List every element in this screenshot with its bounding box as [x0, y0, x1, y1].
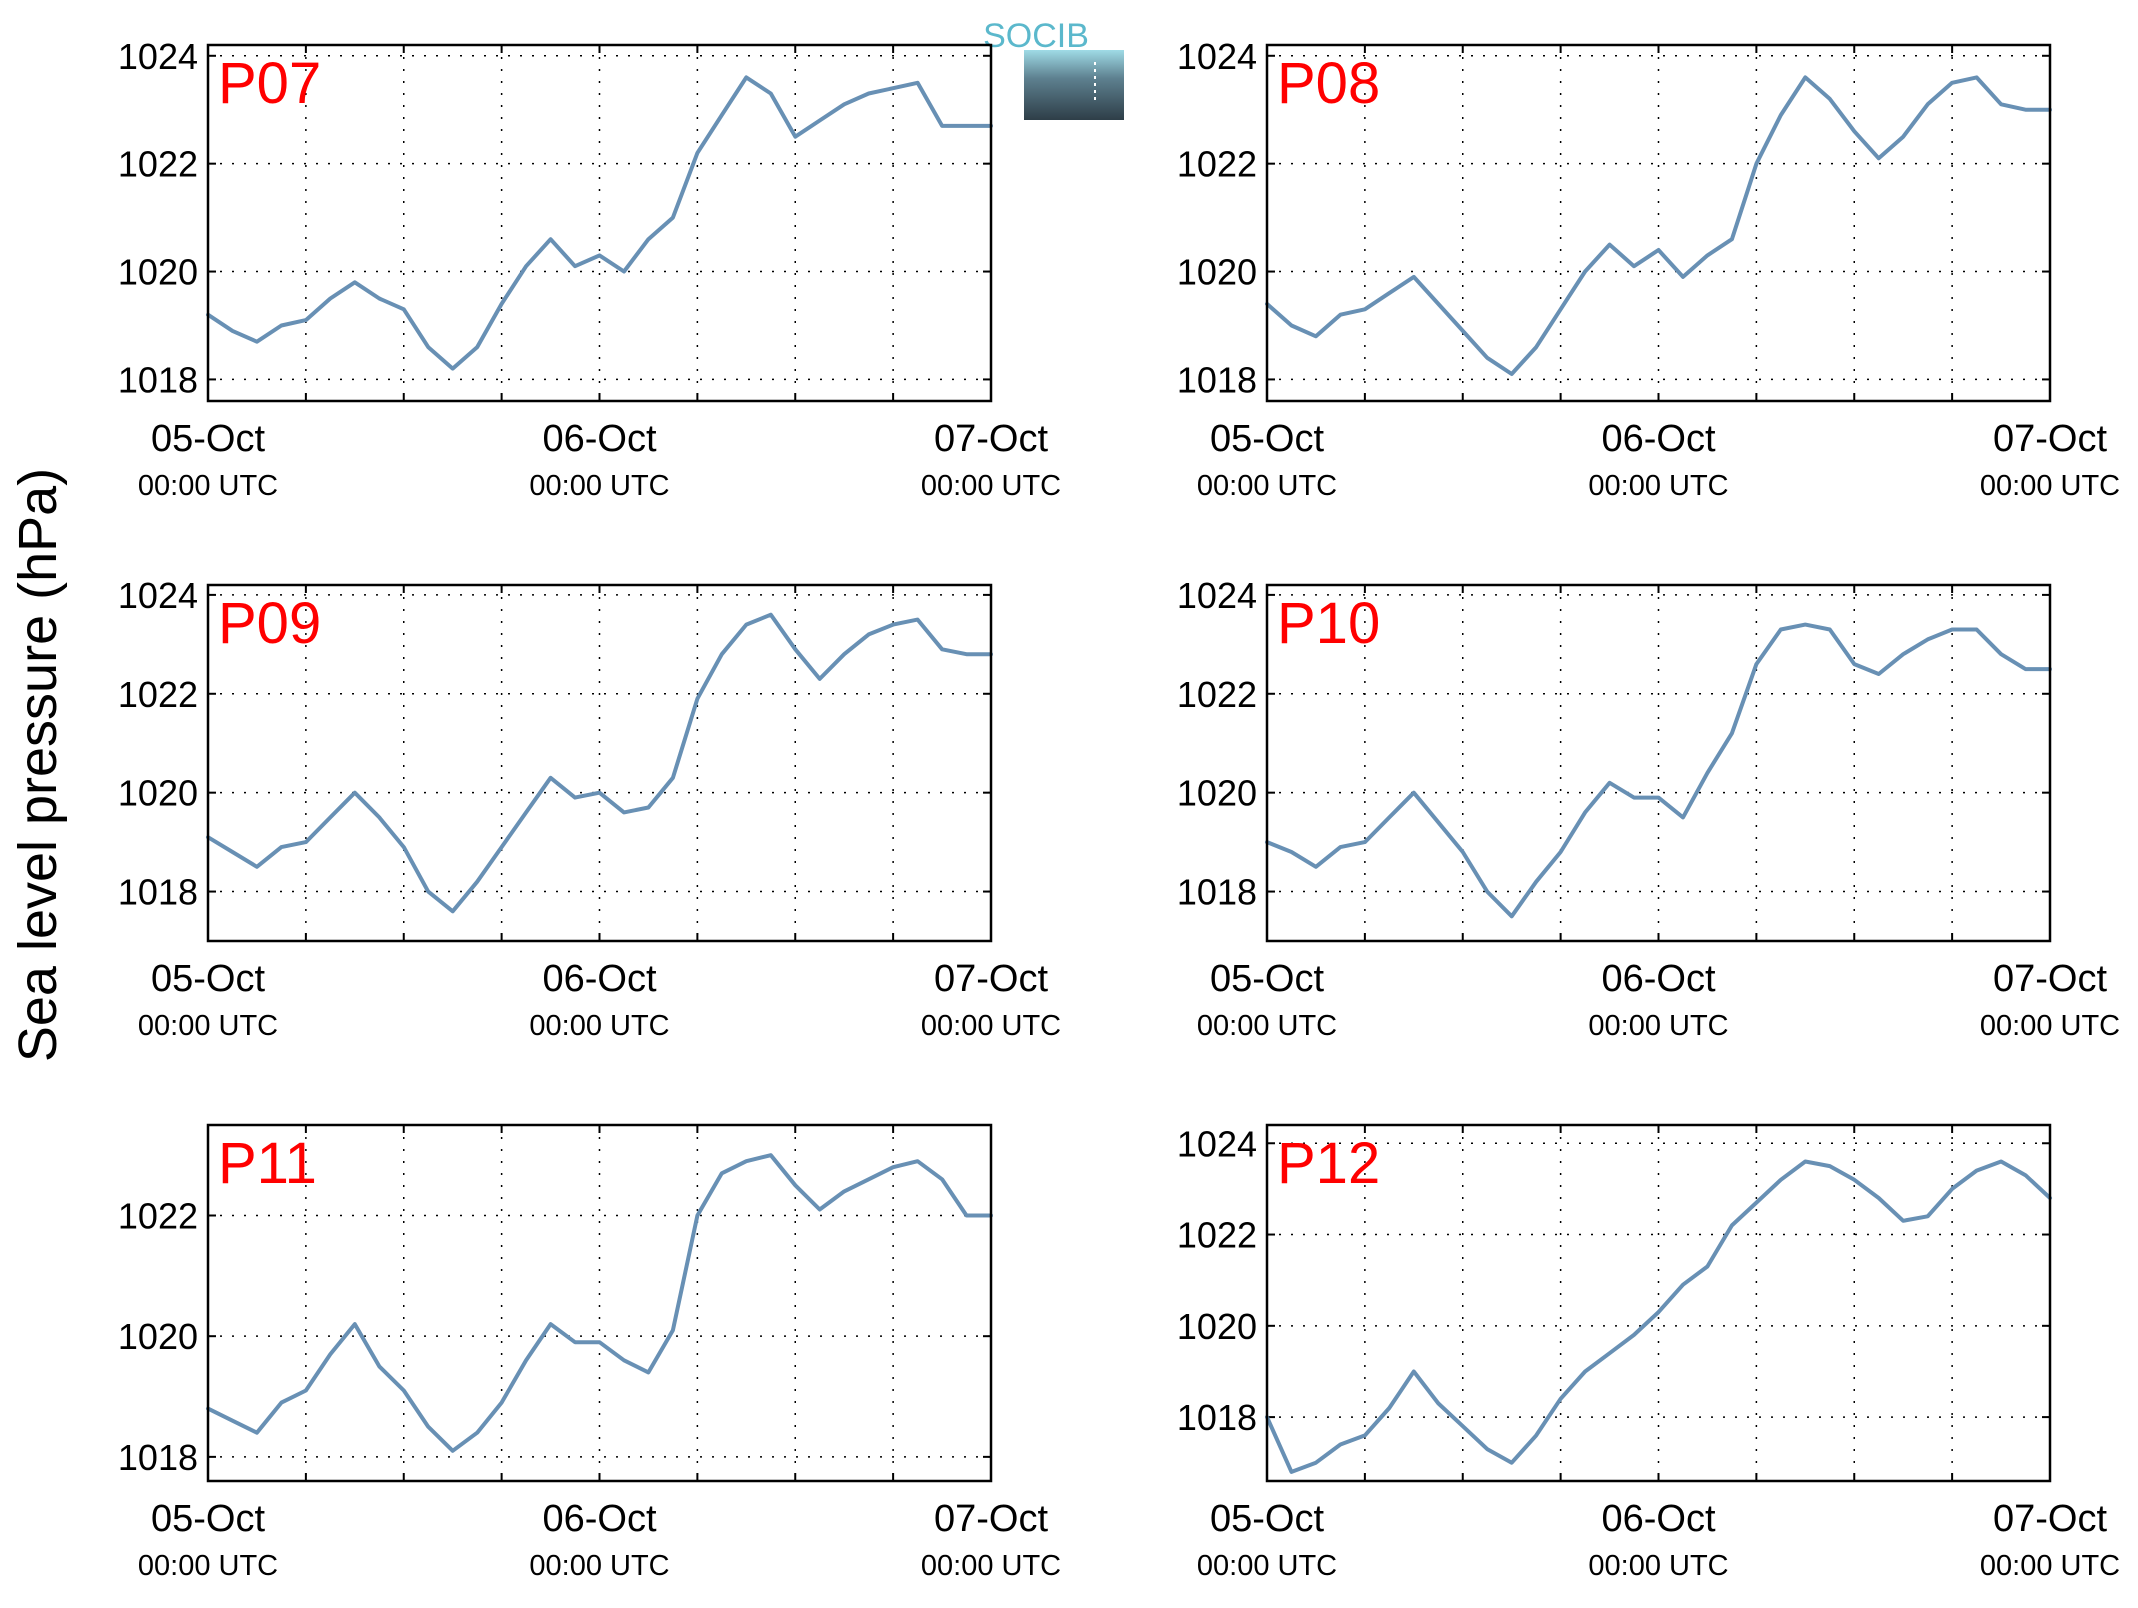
socib-logo: SOCIB [983, 17, 1124, 120]
x-tick-sublabel: 00:00 UTC [529, 1550, 669, 1582]
logo-graphic [1024, 50, 1124, 120]
panel-label: P12 [1277, 1131, 1380, 1196]
panel-p09: 1018 1020 1022 1024 05-Oct 00:00 UTC 06-Oct 00:… [118, 575, 1061, 1042]
axes-frame [1265, 43, 2052, 403]
y-tick-label: 1020 [118, 773, 198, 814]
x-tick-sublabel: 00:00 UTC [138, 1010, 278, 1042]
panel-p12: 1018 1020 1022 1024 05-Oct 00:00 UTC 06-Oct 00:… [1177, 1123, 2120, 1582]
x-tick-label: 05-Oct [1210, 958, 1324, 1000]
series-line-p08 [1265, 75, 2052, 376]
panel-label: P09 [218, 591, 321, 656]
y-tick-label: 1022 [118, 144, 198, 185]
x-tick-sublabel: 00:00 UTC [1197, 1010, 1337, 1042]
panel-label: P10 [1277, 591, 1380, 656]
x-tick-sublabel: 00:00 UTC [138, 470, 278, 502]
y-tick-label: 1022 [1177, 1215, 1257, 1256]
x-tick-label: 06-Oct [1601, 958, 1715, 1000]
x-tick-label: 06-Oct [1601, 1498, 1715, 1540]
x-tick-label: 07-Oct [1993, 958, 2107, 1000]
axes-frame [206, 1123, 993, 1483]
x-tick-sublabel: 00:00 UTC [1588, 1550, 1728, 1582]
y-tick-label: 1022 [118, 674, 198, 715]
x-tick-sublabel: 00:00 UTC [529, 470, 669, 502]
panel-p08: 1018 1020 1022 1024 05-Oct 00:00 UTC 06-Oct 00:… [1177, 36, 2120, 502]
y-tick-label: 1020 [1177, 252, 1257, 293]
panel-p11: 1018 1020 1022 05-Oct 00:00 UTC 06-Oct 00:00 U… [118, 1123, 1061, 1582]
y-tick-label: 1018 [118, 872, 198, 913]
x-tick-sublabel: 00:00 UTC [1588, 1010, 1728, 1042]
axes-frame [1265, 1123, 2052, 1483]
x-tick-label: 06-Oct [1601, 418, 1715, 460]
y-axis-label: Sea level pressure (hPa) [8, 468, 68, 1062]
x-tick-sublabel: 00:00 UTC [1980, 470, 2120, 502]
axes-frame [1265, 583, 2052, 943]
x-tick-label: 07-Oct [934, 1498, 1048, 1540]
series-line-p10 [1265, 622, 2052, 919]
y-tick-label: 1024 [118, 36, 198, 77]
y-tick-label: 1022 [1177, 674, 1257, 715]
series-line-p11 [206, 1153, 993, 1453]
y-tick-label: 1018 [1177, 359, 1257, 400]
y-tick-label: 1020 [118, 252, 198, 293]
x-tick-label: 05-Oct [1210, 418, 1324, 460]
y-tick-label: 1024 [1177, 36, 1257, 77]
axes-frame [206, 43, 993, 403]
y-tick-label: 1022 [118, 1196, 198, 1237]
x-tick-sublabel: 00:00 UTC [1980, 1550, 2120, 1582]
y-tick-label: 1018 [118, 359, 198, 400]
axes-frame [206, 583, 993, 943]
y-tick-label: 1020 [1177, 773, 1257, 814]
panel-label: P08 [1277, 51, 1380, 116]
x-tick-sublabel: 00:00 UTC [138, 1550, 278, 1582]
panels: 1018 1020 1022 1024 05-Oct 00:00 UTC 06-Oct 00:… [118, 36, 2120, 1582]
x-tick-sublabel: 00:00 UTC [1588, 470, 1728, 502]
series-line-p12 [1265, 1159, 2052, 1474]
x-tick-sublabel: 00:00 UTC [921, 1550, 1061, 1582]
logo-text: SOCIB [983, 17, 1089, 55]
series-line-p09 [206, 612, 993, 914]
x-tick-label: 06-Oct [542, 1498, 656, 1540]
y-tick-label: 1018 [1177, 1397, 1257, 1438]
x-tick-label: 05-Oct [151, 1498, 265, 1540]
y-tick-label: 1018 [118, 1437, 198, 1478]
x-tick-sublabel: 00:00 UTC [921, 1010, 1061, 1042]
y-tick-label: 1018 [1177, 872, 1257, 913]
x-tick-sublabel: 00:00 UTC [1197, 470, 1337, 502]
x-tick-label: 07-Oct [1993, 1498, 2107, 1540]
x-tick-label: 06-Oct [542, 418, 656, 460]
panel-p07: 1018 1020 1022 1024 05-Oct 00:00 UTC 06-Oct 00:… [118, 36, 1061, 502]
x-tick-sublabel: 00:00 UTC [1197, 1550, 1337, 1582]
x-tick-label: 07-Oct [934, 958, 1048, 1000]
x-tick-label: 07-Oct [1993, 418, 2107, 460]
y-tick-label: 1024 [118, 575, 198, 616]
y-tick-label: 1022 [1177, 144, 1257, 185]
x-tick-sublabel: 00:00 UTC [529, 1010, 669, 1042]
panel-p10: 1018 1020 1022 1024 05-Oct 00:00 UTC 06-Oct 00:… [1177, 575, 2120, 1042]
y-tick-label: 1020 [118, 1316, 198, 1357]
panel-label: P07 [218, 51, 321, 116]
y-tick-label: 1020 [1177, 1306, 1257, 1347]
y-tick-label: 1024 [1177, 1123, 1257, 1164]
x-tick-sublabel: 00:00 UTC [1980, 1010, 2120, 1042]
x-tick-label: 06-Oct [542, 958, 656, 1000]
x-tick-sublabel: 00:00 UTC [921, 470, 1061, 502]
x-tick-label: 07-Oct [934, 418, 1048, 460]
y-tick-label: 1024 [1177, 575, 1257, 616]
series-line-p07 [206, 75, 993, 371]
x-tick-label: 05-Oct [1210, 1498, 1324, 1540]
x-tick-label: 05-Oct [151, 958, 265, 1000]
x-tick-label: 05-Oct [151, 418, 265, 460]
panel-label: P11 [218, 1131, 317, 1196]
